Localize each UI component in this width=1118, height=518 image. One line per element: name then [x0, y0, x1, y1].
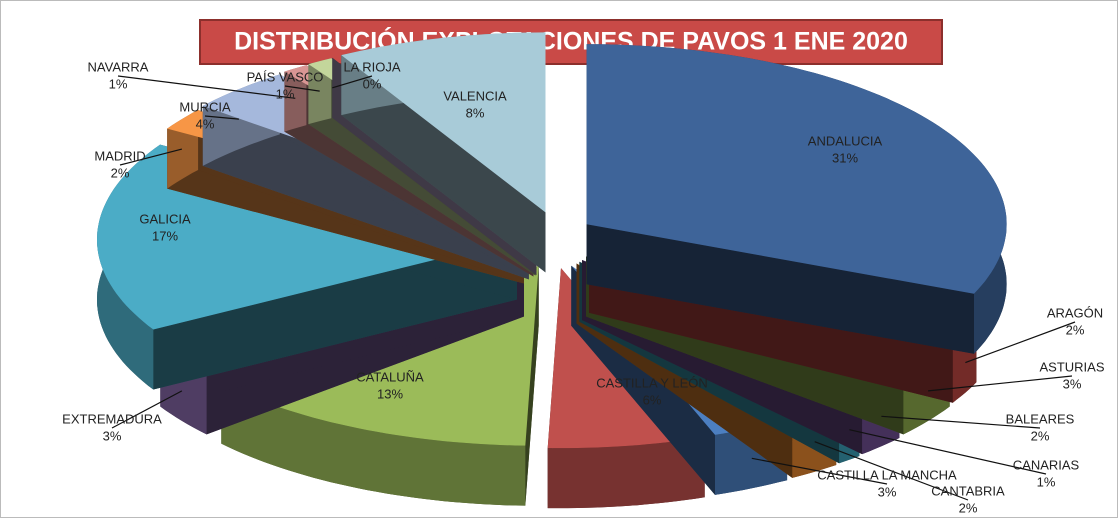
slice-value-label: 2% — [959, 500, 978, 515]
slice-value-label: 1% — [109, 76, 128, 91]
slice-value-label: 8% — [466, 105, 485, 120]
leader-line — [965, 321, 1076, 364]
slice-value-label: 4% — [196, 116, 215, 131]
leader-line — [814, 441, 969, 501]
leader-line — [204, 115, 239, 120]
slice-side — [547, 437, 705, 509]
leader-line — [751, 457, 888, 485]
slice-label: MURCIA — [179, 99, 231, 114]
slice-value-label: 2% — [1066, 322, 1085, 337]
leader-line — [111, 390, 183, 429]
slice-label: LA RIOJA — [343, 59, 400, 74]
slice — [586, 44, 1007, 354]
slice-label: MADRID — [94, 148, 145, 163]
slice-value-label: 31% — [832, 150, 858, 165]
slice-value-label: 2% — [1031, 428, 1050, 443]
leader-line — [332, 75, 373, 89]
slice-value-label: 13% — [377, 386, 403, 401]
leader-line — [881, 415, 1041, 429]
slice-value-label: 1% — [276, 86, 295, 101]
slice-label: CATALUÑA — [356, 369, 424, 384]
slice-value-label: 17% — [152, 228, 178, 243]
chart-title: DISTRIBUCIÓN EXPLOTACIONES DE PAVOS 1 EN… — [234, 26, 908, 56]
slice-label: EXTREMADURA — [62, 411, 162, 426]
slice-label: CASTILLA Y LEÓN — [596, 375, 708, 390]
slice-label: PAÍS VASCO — [247, 69, 324, 84]
slice-label: ASTURIAS — [1039, 359, 1104, 374]
slice-value-label: 3% — [878, 484, 897, 499]
slice-label: CANARIAS — [1013, 457, 1080, 472]
slice — [341, 32, 546, 273]
slice-label: ANDALUCIA — [808, 133, 883, 148]
leader-line — [849, 429, 1047, 475]
title-box — [199, 19, 943, 65]
slice-side — [284, 65, 307, 132]
slice-label: CASTILLA LA MANCHA — [817, 467, 957, 482]
slice-value-label: 2% — [111, 165, 130, 180]
slice-side — [153, 239, 518, 390]
leader-line — [119, 148, 183, 166]
slice-side — [221, 383, 526, 506]
leader-line — [117, 75, 296, 99]
slice-side — [202, 105, 529, 280]
slice-side — [586, 224, 974, 354]
leader-line — [928, 375, 1073, 392]
slice-value-label: 6% — [643, 392, 662, 407]
slice-label: NAVARRA — [88, 59, 149, 74]
slice-top — [341, 32, 546, 213]
slice-value-label: 3% — [103, 428, 122, 443]
leader-line — [284, 85, 320, 92]
slice-label: CANTABRIA — [931, 483, 1005, 498]
slice-label: VALENCIA — [443, 88, 507, 103]
slice-label: GALICIA — [139, 211, 191, 226]
slice-value-label: 3% — [1063, 376, 1082, 391]
slice-label: BALEARES — [1006, 411, 1075, 426]
slice-top — [586, 44, 1007, 294]
slice-value-label: 1% — [1037, 474, 1056, 489]
slice-side — [341, 55, 546, 273]
slice-value-label: 0% — [363, 76, 382, 91]
slice-label: ARAGÓN — [1047, 305, 1103, 320]
